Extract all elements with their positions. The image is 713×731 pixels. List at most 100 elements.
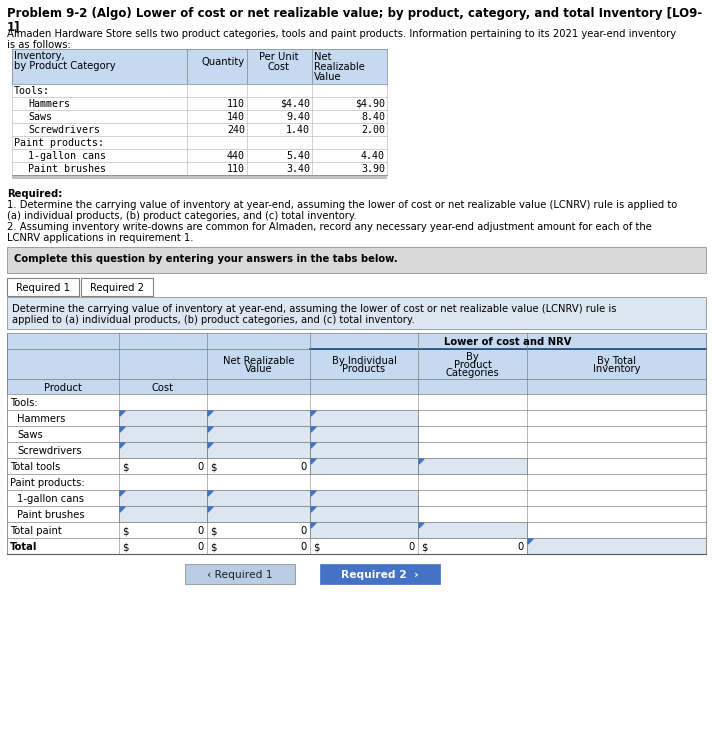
Text: 0: 0 [198,542,204,552]
Text: Inventory,: Inventory, [14,51,65,61]
Text: $: $ [421,542,428,552]
Bar [7,410,706,426]
Polygon shape [419,523,424,528]
Text: Problem 9-2 (Algo) Lower of cost or net realizable value; by product, category, : Problem 9-2 (Algo) Lower of cost or net … [7,7,702,20]
Polygon shape [208,427,213,432]
Bar [7,426,706,442]
Text: Value: Value [245,364,272,374]
Text: Saws: Saws [17,430,43,440]
Text: Required:: Required: [7,189,62,199]
Bar [527,538,706,554]
Text: Net Realizable: Net Realizable [222,356,294,366]
Bar [81,278,153,296]
Bar [310,410,418,426]
Polygon shape [208,507,213,512]
Bar [7,442,706,458]
Text: 3.90: 3.90 [361,164,385,174]
Polygon shape [311,443,316,448]
Bar [7,522,706,538]
Text: $: $ [313,542,319,552]
Text: Paint brushes: Paint brushes [28,164,106,174]
Text: 3.40: 3.40 [286,164,310,174]
Text: 0: 0 [409,542,415,552]
Text: LCNRV applications in requirement 1.: LCNRV applications in requirement 1. [7,233,193,243]
Bar [207,410,310,426]
Bar [310,522,418,538]
Text: Screwdrivers: Screwdrivers [28,125,100,135]
Text: Value: Value [314,72,342,82]
Text: 0: 0 [518,542,524,552]
Bar [119,506,207,522]
Bar [12,84,387,97]
Text: by Product Category: by Product Category [14,61,116,71]
Text: Products: Products [342,364,386,374]
Polygon shape [208,411,213,416]
Text: 0: 0 [301,462,307,472]
Text: 0: 0 [301,542,307,552]
Polygon shape [120,443,125,448]
Bar [119,410,207,426]
Text: Hammers: Hammers [28,99,70,109]
Text: Product: Product [453,360,491,370]
Text: Lower of cost and NRV: Lower of cost and NRV [444,337,572,347]
Polygon shape [311,523,316,528]
Text: 2.00: 2.00 [361,125,385,135]
Text: 0: 0 [301,526,307,536]
Polygon shape [528,539,533,544]
Polygon shape [208,491,213,496]
Bar [119,442,207,458]
Text: 240: 240 [227,125,245,135]
Text: is as follows:: is as follows: [7,40,71,50]
Text: 0: 0 [198,526,204,536]
Bar [12,110,387,123]
Text: 0: 0 [198,462,204,472]
Bar [310,506,418,522]
Bar [207,506,310,522]
Bar [12,162,387,175]
Text: Quantity: Quantity [202,57,245,67]
Text: Total: Total [10,542,37,552]
Bar [12,149,387,162]
Text: 1.40: 1.40 [286,125,310,135]
Text: Screwdrivers: Screwdrivers [17,446,81,456]
Text: Categories: Categories [446,368,499,378]
Polygon shape [120,411,125,416]
Text: Net: Net [314,52,332,62]
Text: Determine the carrying value of inventory at year-end, assuming the lower of cos: Determine the carrying value of inventor… [12,304,617,314]
Text: 4.40: 4.40 [361,151,385,161]
Text: Cost: Cost [268,62,290,72]
Text: Product: Product [44,383,82,393]
Bar [7,297,706,329]
Bar [207,426,310,442]
Text: Paint products:: Paint products: [14,138,104,148]
Bar [7,490,706,506]
Bar [7,349,706,379]
Bar [12,123,387,136]
Polygon shape [120,507,125,512]
Bar [7,247,706,273]
Bar [7,506,706,522]
Text: Required 2: Required 2 [90,283,144,293]
Text: 1. Determine the carrying value of inventory at year-end, assuming the lower of : 1. Determine the carrying value of inven… [7,200,677,210]
Text: $: $ [210,526,217,536]
Bar [7,333,706,349]
Bar [12,97,387,110]
Text: (a) individual products, (b) product categories, and (c) total inventory.: (a) individual products, (b) product cat… [7,211,356,221]
Text: Paint brushes: Paint brushes [17,510,85,520]
Polygon shape [311,507,316,512]
Text: $: $ [122,542,128,552]
Bar [207,490,310,506]
Bar [418,522,527,538]
Text: Complete this question by entering your answers in the tabs below.: Complete this question by entering your … [14,254,398,264]
Text: 9.40: 9.40 [286,112,310,122]
Text: Required 2  ›: Required 2 › [342,570,419,580]
Polygon shape [208,443,213,448]
Text: $4.90: $4.90 [355,99,385,109]
Text: Realizable: Realizable [314,62,365,72]
Text: Saws: Saws [28,112,52,122]
Text: Almaden Hardware Store sells two product categories, tools and paint products. I: Almaden Hardware Store sells two product… [7,29,676,39]
Bar [7,379,706,394]
Polygon shape [311,459,316,464]
Bar [185,564,295,584]
Text: Inventory: Inventory [593,364,640,374]
